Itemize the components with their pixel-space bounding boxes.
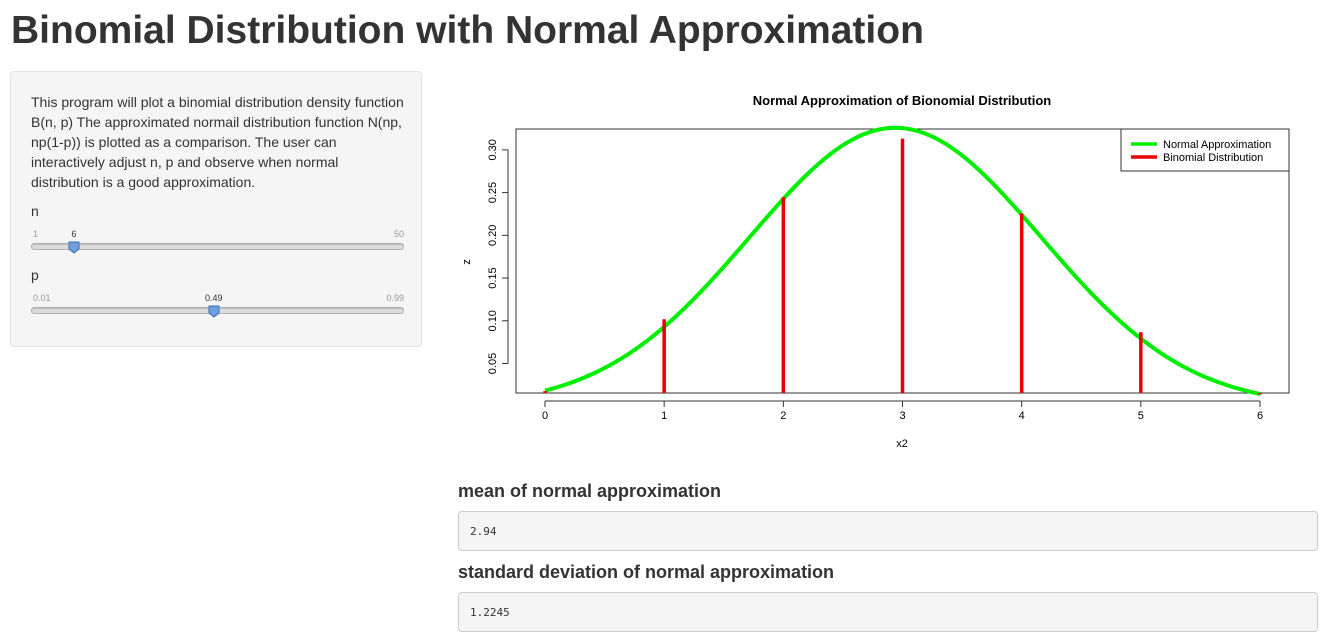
sd-label: standard deviation of normal approximati… (458, 562, 835, 582)
mean-label: mean of normal approximation (458, 481, 722, 501)
x-tick-label: 4 (1019, 410, 1025, 422)
y-axis-label: z (461, 259, 473, 265)
y-tick-label: 0.10 (487, 310, 499, 331)
slider-p-value: 0.49 (205, 293, 223, 303)
x-tick-label: 2 (780, 410, 786, 422)
description-text: This program will plot a binomial distri… (31, 94, 404, 190)
slider-p-label: p (31, 267, 39, 283)
y-tick-label: 0.15 (487, 267, 499, 288)
slider-n-track[interactable] (31, 243, 404, 250)
slider-p[interactable]: 0.01 0.49 0.99 (31, 293, 404, 333)
x-axis-label: x2 (896, 438, 908, 450)
plot-axes: 0 1 2 3 4 5 6 0.05 0.10 0.15 0.20 0.25 0.30 (487, 139, 1263, 422)
slider-n-max: 50 (393, 229, 404, 239)
plot-title: Normal Approximation of Bionomial Distri… (753, 93, 1052, 108)
slider-n-handle[interactable] (68, 241, 80, 254)
x-tick-label: 5 (1138, 410, 1144, 422)
mean-output: 2.94 (458, 511, 1318, 551)
y-tick-label: 0.05 (487, 353, 499, 374)
slider-n-label: n (31, 203, 39, 219)
x-tick-label: 3 (899, 410, 905, 422)
y-tick-label: 0.20 (487, 225, 499, 246)
slider-p-max: 0.99 (386, 293, 404, 303)
slider-p-min: 0.01 (33, 293, 51, 303)
y-tick-label: 0.30 (487, 139, 499, 160)
slider-p-handle[interactable] (208, 305, 220, 318)
sd-output: 1.2245 (458, 592, 1318, 632)
x-tick-label: 6 (1257, 410, 1263, 422)
legend-box (1120, 128, 1290, 172)
slider-n[interactable]: 1 6 50 (31, 229, 404, 269)
legend-label-normal: Normal Approximation (1163, 139, 1271, 151)
plot-series (543, 125, 1262, 396)
plot-legend: Normal Approximation Binomial Distributi… (1120, 128, 1290, 172)
y-tick-label: 0.25 (487, 182, 499, 203)
legend-label-binomial: Binomial Distribution (1163, 152, 1263, 164)
slider-n-value: 6 (71, 229, 77, 239)
distribution-plot: Normal Approximation of Bionomial Distri… (461, 93, 1290, 450)
slider-n-min: 1 (33, 229, 39, 239)
x-tick-label: 0 (542, 410, 548, 422)
sidebar-panel: This program will plot a binomial distri… (10, 71, 422, 347)
x-tick-label: 1 (661, 410, 667, 422)
page-title: Binomial Distribution with Normal Approx… (11, 9, 924, 52)
